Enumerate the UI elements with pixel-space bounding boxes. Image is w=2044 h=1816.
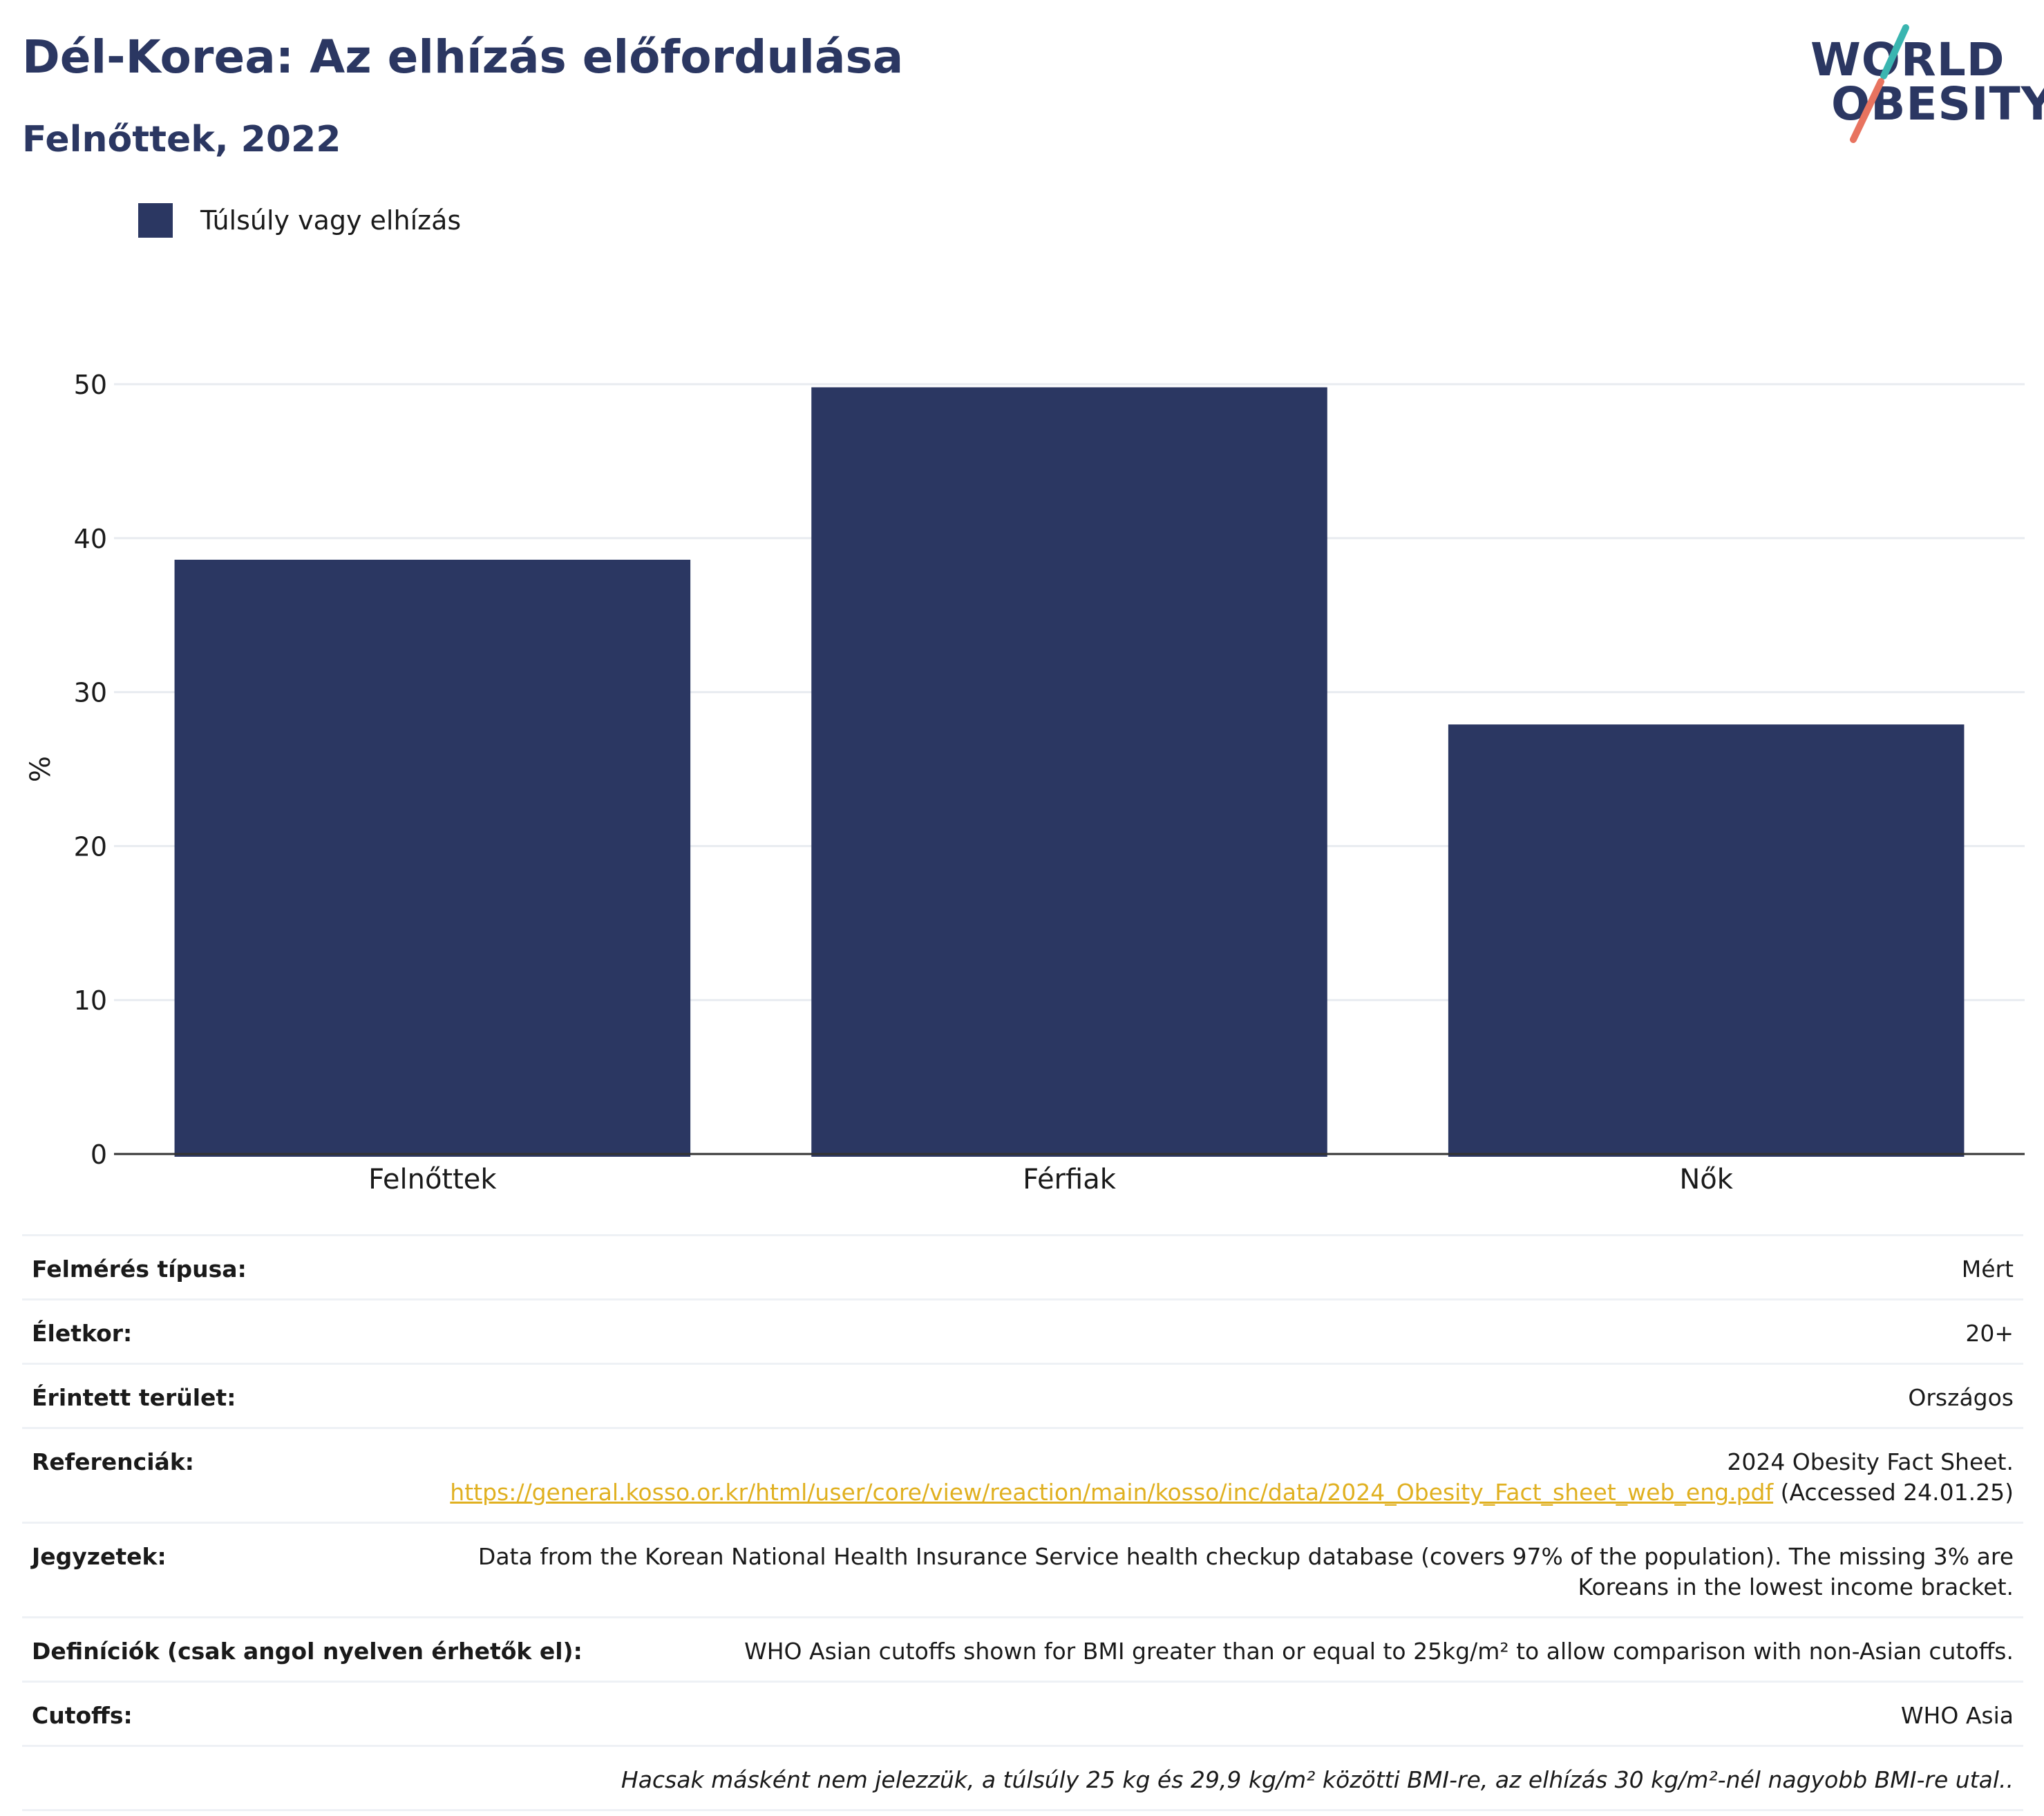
reference-accessed: (Accessed 24.01.25) (1773, 1479, 2014, 1506)
logo-slash-icon (1850, 24, 1909, 143)
x-tick-label: Nők (1679, 1164, 1733, 1195)
chart-legend: Túlsúly vagy elhízás (138, 203, 461, 238)
reference-title: 2024 Obesity Fact Sheet. (1727, 1448, 2014, 1475)
info-table: Felmérés típusa: Mért Életkor: 20+ Érintett … (22, 1234, 2023, 1811)
info-label: Jegyzetek: (32, 1543, 167, 1570)
info-row: Életkor: 20+ (22, 1298, 2023, 1363)
legend-label: Túlsúly vagy elhízás (200, 205, 462, 236)
legend-swatch (138, 203, 173, 238)
info-row: Referenciák: 2024 Obesity Fact Sheet. http… (22, 1427, 2023, 1522)
info-value: WHO Asian cutoffs shown for BMI greater … (744, 1638, 2014, 1665)
info-value: Hacsak másként nem jelezzük, a túlsúly 2… (621, 1766, 2014, 1793)
info-value: Mért (1961, 1256, 2014, 1283)
x-tick-label: Férfiak (1023, 1164, 1117, 1195)
bar (811, 387, 1327, 1157)
y-tick-label: 50 (74, 370, 107, 400)
reference-link[interactable]: https://general.kosso.or.kr/html/user/co… (450, 1479, 1774, 1506)
info-row: Érintett terület: Országos (22, 1363, 2023, 1427)
info-label: Felmérés típusa: (32, 1256, 247, 1283)
info-value: 20+ (1965, 1320, 2014, 1347)
bar-chart: 0 10 20 30 40 50 Felnőttek Férfiak Nők% (25, 370, 2025, 1195)
bar (174, 559, 691, 1157)
info-row: Jegyzetek: Data from the Korean National … (22, 1522, 2023, 1616)
page-title: Dél-Korea: Az elhízás előfordulása (22, 30, 904, 84)
x-tick-label: Felnőttek (368, 1164, 497, 1195)
info-label: Referenciák: (32, 1448, 194, 1475)
world-obesity-logo: WORLD OBESITY (1804, 21, 2044, 145)
info-label: Érintett terület: (32, 1384, 236, 1411)
info-row: Cutoffs: WHO Asia (22, 1681, 2023, 1745)
info-label: Definíciók (csak angol nyelven érhetők e… (32, 1638, 583, 1665)
logo-word-1: WORLD (1810, 33, 2005, 86)
info-label: Életkor: (32, 1320, 133, 1347)
y-tick-label: 10 (74, 985, 107, 1016)
info-row: Felmérés típusa: Mért (22, 1234, 2023, 1298)
y-tick-label: 20 (74, 831, 107, 862)
info-row: Definíciók (csak angol nyelven érhetők e… (22, 1616, 2023, 1681)
y-tick-label: 30 (74, 678, 107, 708)
y-tick-label: 40 (74, 524, 107, 554)
info-value: Országos (1908, 1384, 2014, 1411)
info-row: Hacsak másként nem jelezzük, a túlsúly 2… (22, 1745, 2023, 1811)
y-tick-label: 0 (91, 1139, 107, 1170)
info-value: WHO Asia (1900, 1702, 2014, 1729)
info-value: 2024 Obesity Fact Sheet. https://general.… (450, 1447, 2014, 1508)
bar (1448, 724, 1965, 1157)
info-label: Cutoffs: (32, 1702, 133, 1729)
info-value: Data from the Korean National Health Ins… (477, 1543, 2014, 1600)
page-subtitle: Felnőttek, 2022 (22, 119, 341, 160)
y-axis-label: % (25, 756, 57, 782)
